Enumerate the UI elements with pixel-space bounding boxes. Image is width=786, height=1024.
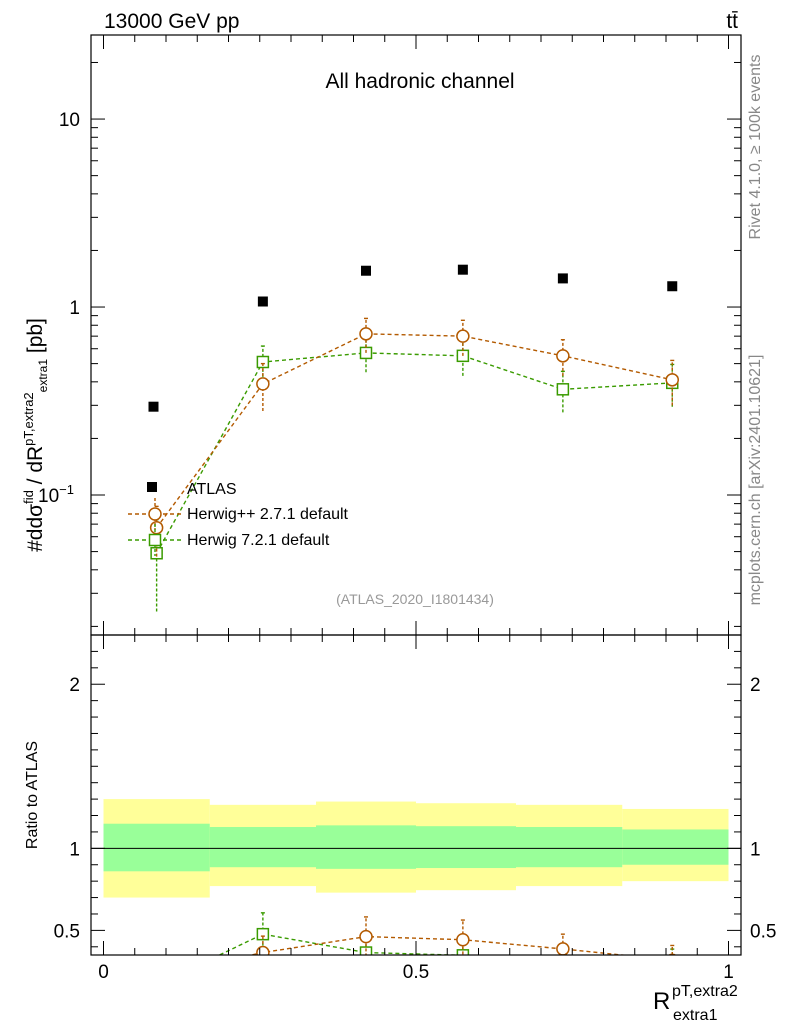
atlas-point xyxy=(148,401,159,412)
ratio-herwigpp-point xyxy=(668,953,677,955)
ratio-herwigpp-point xyxy=(256,945,270,955)
main-ylabel-text: #ddσfid / dRpT,extra2extra1 [pb] xyxy=(21,318,50,552)
analysis-id: (ATLAS_2020_I1801434) xyxy=(336,591,494,607)
ratio-herwigpp-point xyxy=(556,942,570,955)
herwig7-point xyxy=(556,383,570,396)
legend-herwig7-marker xyxy=(148,533,162,547)
ratio-ytick-label-right-2: 2 xyxy=(750,675,761,696)
ratio-herwigpp-point xyxy=(359,929,373,944)
main-ytick-label-10: 10 xyxy=(59,110,80,131)
ratio-frame xyxy=(90,634,742,956)
herwig7-point xyxy=(150,546,163,560)
process-label: tt̄ xyxy=(726,10,738,33)
xlabel-sup: pT,extra2 xyxy=(672,983,738,1000)
x-axis-label: R pT,extra2 extra1 xyxy=(653,983,738,1024)
ratio-herwig7-point xyxy=(667,957,678,968)
ratio-inner-band xyxy=(516,827,623,868)
ratio-inner-band xyxy=(316,825,416,869)
legend-herwig7-label: Herwig 7.2.1 default xyxy=(187,532,330,549)
legend-herwigpp-marker xyxy=(148,507,162,521)
atlas-point xyxy=(557,273,568,284)
atlas-point xyxy=(361,265,371,276)
energy-label: 13000 GeV pp xyxy=(104,10,239,33)
ratio-herwigpp-point xyxy=(151,969,163,981)
ratio-herwigpp-point xyxy=(456,932,470,947)
herwigpp-point xyxy=(456,329,470,343)
ratio-inner-band xyxy=(622,829,729,865)
ratio-ytick-label-right-0: 0.5 xyxy=(750,921,776,942)
ratio-series-layer xyxy=(91,799,741,991)
herwig7-point xyxy=(256,355,270,369)
ratio-herwig7-point xyxy=(557,965,568,976)
ratio-herwig7-point xyxy=(256,927,270,941)
herwigpp-point xyxy=(256,377,270,391)
ratio-ytick-label-left-1: 1 xyxy=(69,839,80,860)
main-panel: 10−1 1 10 xyxy=(38,34,742,636)
mcplots-label: mcplots.cern.ch [arXiv:2401.10621] xyxy=(747,355,764,606)
rivet-version-label: Rivet 4.1.0, ≥ 100k events xyxy=(747,55,764,240)
herwigpp-point xyxy=(359,327,373,341)
xlabel-main: R xyxy=(653,988,670,1015)
herwigpp-point xyxy=(556,349,570,363)
main-ylabel: #ddσfid / dRpT,extra2extra1 [pb] xyxy=(21,318,50,552)
legend-atlas-label: ATLAS xyxy=(187,481,237,498)
ratio-ytick-label-left-2: 2 xyxy=(69,675,80,696)
ratio-herwigpp-line xyxy=(247,935,629,955)
ratio-inner-band xyxy=(209,827,316,868)
xlabel-sub: extra1 xyxy=(673,1007,718,1024)
main-ticks: 10−1 1 10 xyxy=(38,35,741,635)
xtick-label-0: 0 xyxy=(98,962,109,983)
ratio-inner-band xyxy=(416,826,516,869)
ratio-ytick-label-left-0: 0.5 xyxy=(54,921,80,942)
ratio-herwig7-line xyxy=(217,933,466,955)
xtick-label-1: 0.5 xyxy=(403,962,429,983)
herwigpp-point xyxy=(665,373,679,387)
legend-herwigpp-label: Herwig++ 2.7.1 default xyxy=(187,506,349,523)
channel-title: All hadronic channel xyxy=(325,70,514,93)
ratio-inner-band xyxy=(103,823,210,872)
main-ytick-label-1: 1 xyxy=(69,298,80,319)
atlas-point xyxy=(257,296,268,307)
legend-atlas-marker xyxy=(147,482,157,492)
ratio-panel: 0 0.5 1 0.5 0.5 1 1 2 2 xyxy=(54,634,776,991)
main-series-layer xyxy=(148,264,679,612)
atlas-point xyxy=(667,281,678,292)
ratio-herwig7-point xyxy=(151,980,162,991)
legend: ATLAS Herwig++ 2.7.1 default Herwig 7.2.… xyxy=(128,481,349,556)
atlas-point xyxy=(457,264,468,275)
main-ytick-label-0p1: 10−1 xyxy=(38,482,74,507)
herwigpp-point xyxy=(149,520,164,535)
herwig7-line xyxy=(156,352,673,554)
ratio-ylabel: Ratio to ATLAS xyxy=(24,741,41,849)
ratio-ticks: 0 0.5 1 0.5 0.5 1 1 2 2 xyxy=(54,634,776,983)
ratio-ytick-label-right-1: 1 xyxy=(750,839,761,860)
herwigpp-line xyxy=(156,333,673,529)
xtick-label-2: 1 xyxy=(723,962,734,983)
